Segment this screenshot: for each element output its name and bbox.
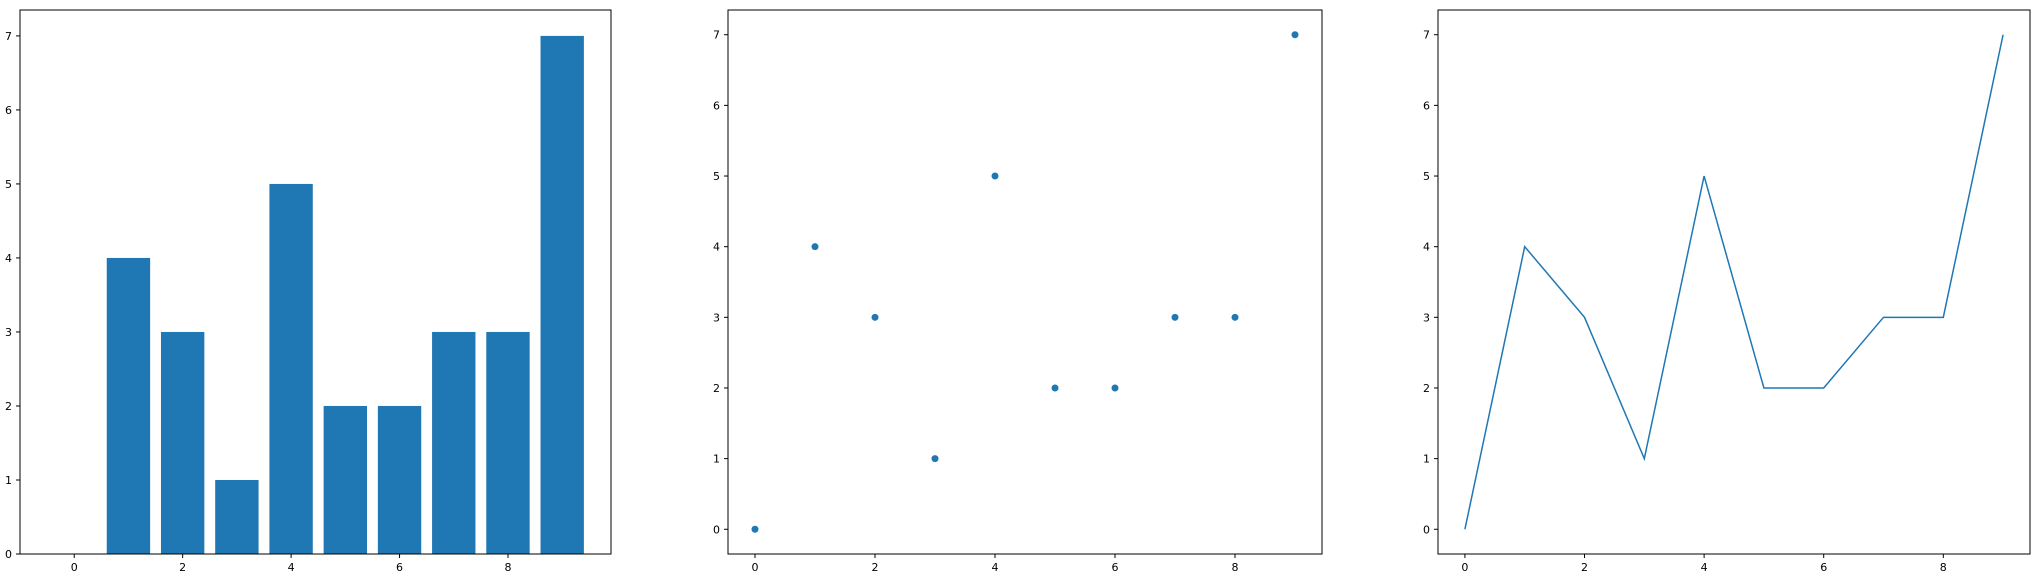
y-tick-label: 0 xyxy=(1423,523,1430,536)
scatter-point-2 xyxy=(871,313,879,321)
line-series xyxy=(1464,34,2004,530)
scatter-point-4 xyxy=(991,172,999,180)
y-tick-label: 2 xyxy=(1423,382,1430,395)
bar-2 xyxy=(160,331,205,554)
x-tick-label: 0 xyxy=(1461,561,1468,574)
bar-6 xyxy=(377,405,422,554)
y-tick-label: 1 xyxy=(1423,453,1430,466)
x-tick-label: 2 xyxy=(179,561,186,574)
x-tick-label: 4 xyxy=(1701,561,1708,574)
scatter-point-5 xyxy=(1051,384,1059,392)
scatter-point-7 xyxy=(1171,313,1179,321)
y-tick-label: 7 xyxy=(1423,29,1430,42)
x-tick-label: 2 xyxy=(872,561,879,574)
scatter-point-0 xyxy=(751,525,759,533)
y-tick-label: 2 xyxy=(5,400,12,413)
bar-8 xyxy=(486,331,530,554)
scatter-point-1 xyxy=(811,243,819,251)
bar-4 xyxy=(269,183,313,554)
y-tick-label: 4 xyxy=(1423,241,1430,254)
y-tick-label: 6 xyxy=(1423,99,1430,112)
x-tick-label: 4 xyxy=(992,561,999,574)
y-tick-label: 1 xyxy=(5,474,12,487)
x-tick-label: 0 xyxy=(71,561,78,574)
bar-chart-axes: 0 2 4 6 8 0 1 2 3 4 5 6 7 xyxy=(5,9,612,574)
bar-9 xyxy=(540,35,584,554)
x-tick-label: 2 xyxy=(1581,561,1588,574)
y-tick-label: 4 xyxy=(713,241,720,254)
scatter-point-6 xyxy=(1111,384,1119,392)
y-tick-label: 4 xyxy=(5,252,12,265)
axes-frame xyxy=(727,9,1323,555)
bar-7 xyxy=(432,331,476,554)
bar-1 xyxy=(106,257,151,554)
y-tick-label: 6 xyxy=(5,104,12,117)
y-tick-label: 3 xyxy=(1423,311,1430,324)
y-tick-label: 0 xyxy=(713,523,720,536)
x-tick-label: 8 xyxy=(504,561,511,574)
x-tick-label: 6 xyxy=(1112,561,1119,574)
scatter-point-9 xyxy=(1291,31,1299,39)
bar-5 xyxy=(323,405,368,554)
y-tick-label: 3 xyxy=(713,311,720,324)
y-tick-label: 5 xyxy=(5,178,12,191)
scatter-point-8 xyxy=(1231,313,1239,321)
y-tick-label: 7 xyxy=(713,29,720,42)
axes-frame xyxy=(1437,9,2031,555)
y-tick-label: 1 xyxy=(713,453,720,466)
scatter-chart-axes: 0 2 4 6 8 0 1 2 3 4 5 6 7 xyxy=(713,9,1323,574)
y-tick-label: 2 xyxy=(713,382,720,395)
x-tick-label: 6 xyxy=(1820,561,1827,574)
bar-3 xyxy=(215,479,259,554)
scatter-point-3 xyxy=(931,455,939,463)
axes-frame xyxy=(19,9,612,555)
x-tick-label: 4 xyxy=(288,561,295,574)
y-tick-label: 0 xyxy=(5,548,12,561)
y-tick-label: 6 xyxy=(713,99,720,112)
line-chart-axes: 0 2 4 6 8 0 1 2 3 4 5 6 7 xyxy=(1423,9,2031,574)
x-tick-label: 0 xyxy=(752,561,759,574)
y-tick-label: 3 xyxy=(5,326,12,339)
x-tick-label: 6 xyxy=(396,561,403,574)
x-tick-label: 8 xyxy=(1232,561,1239,574)
x-tick-label: 8 xyxy=(1940,561,1947,574)
y-tick-label: 5 xyxy=(1423,170,1430,183)
y-tick-label: 7 xyxy=(5,30,12,43)
y-tick-label: 5 xyxy=(713,170,720,183)
